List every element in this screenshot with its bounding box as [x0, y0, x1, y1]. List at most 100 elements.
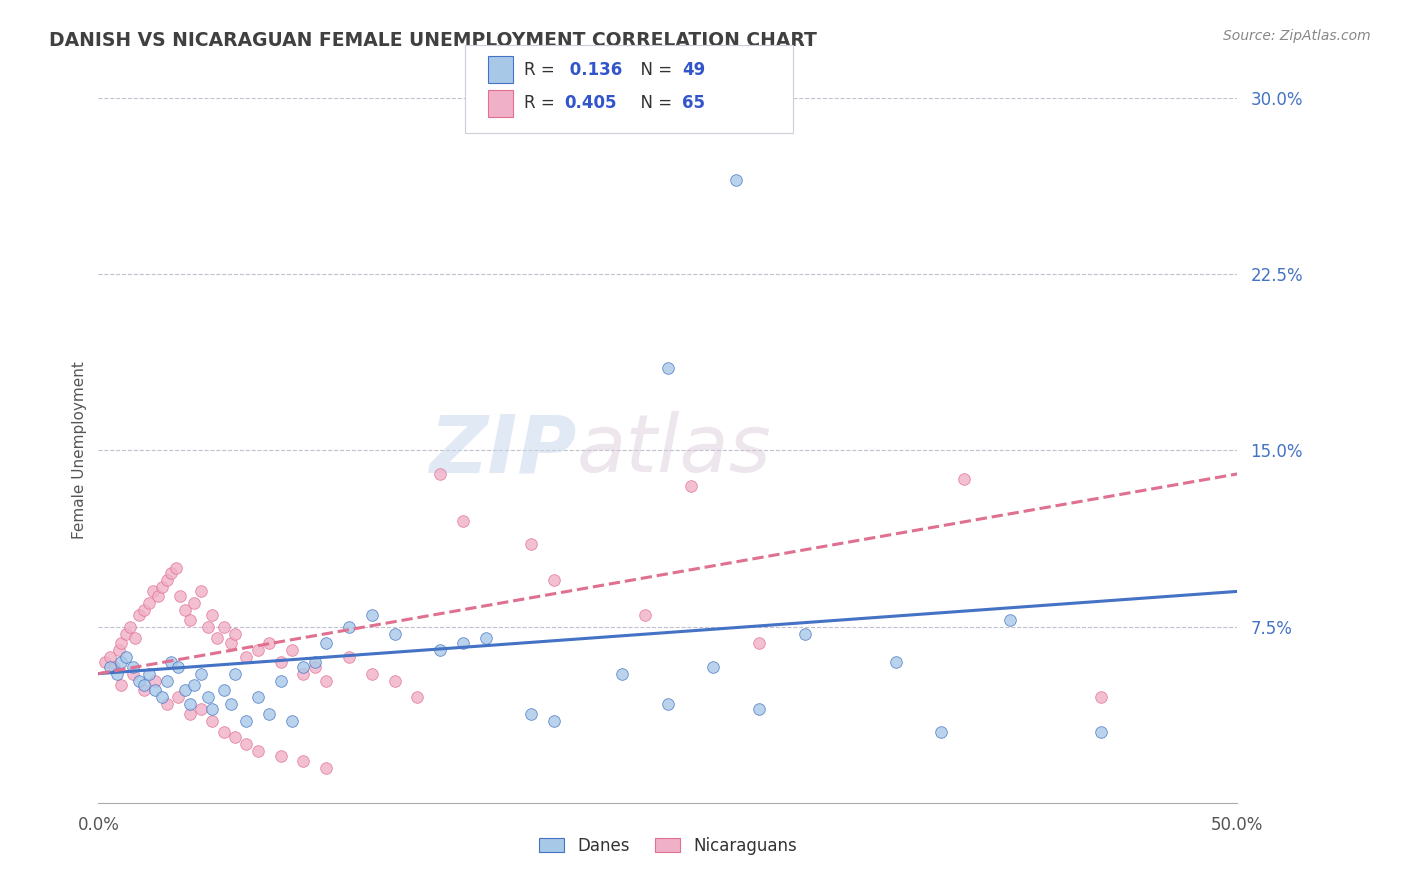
Point: [702, 659, 724, 673]
Text: R =: R =: [524, 95, 561, 112]
Point: [679, 478, 702, 492]
Point: [520, 706, 543, 721]
Point: [429, 643, 451, 657]
Point: [183, 596, 205, 610]
Y-axis label: Female Unemployment: Female Unemployment: [72, 361, 87, 540]
Point: [165, 561, 187, 575]
Point: [360, 607, 382, 622]
Point: [124, 632, 146, 646]
Point: [212, 683, 235, 698]
Point: [292, 666, 315, 681]
Point: [110, 678, 132, 692]
Point: [183, 678, 205, 692]
Point: [953, 472, 976, 486]
Point: [167, 690, 190, 705]
Point: [114, 650, 136, 665]
Point: [94, 655, 117, 669]
Point: [246, 690, 269, 705]
Point: [169, 589, 191, 603]
Point: [156, 697, 179, 711]
Point: [543, 573, 565, 587]
Point: [167, 659, 190, 673]
Point: [197, 619, 219, 633]
Point: [1090, 690, 1112, 705]
Point: [121, 659, 143, 673]
Text: 0.136: 0.136: [564, 61, 621, 78]
Point: [160, 566, 183, 580]
Point: [235, 714, 257, 728]
Point: [224, 626, 246, 640]
Point: [110, 636, 132, 650]
Point: [179, 706, 201, 721]
Point: [190, 584, 212, 599]
Point: [292, 659, 315, 673]
Point: [793, 626, 815, 640]
Point: [315, 673, 337, 688]
Point: [120, 619, 142, 633]
Point: [110, 655, 132, 669]
Text: Source: ZipAtlas.com: Source: ZipAtlas.com: [1223, 29, 1371, 43]
Point: [138, 596, 160, 610]
Point: [270, 748, 292, 763]
Point: [246, 643, 269, 657]
Point: [219, 636, 242, 650]
Point: [543, 714, 565, 728]
Point: [190, 702, 212, 716]
Point: [201, 714, 224, 728]
Point: [259, 706, 281, 721]
Point: [259, 636, 281, 650]
Text: R =: R =: [524, 61, 561, 78]
Point: [451, 514, 474, 528]
Point: [174, 683, 197, 698]
Point: [304, 659, 326, 673]
Point: [190, 666, 212, 681]
Point: [657, 697, 679, 711]
Point: [634, 607, 657, 622]
Point: [304, 655, 326, 669]
Point: [201, 607, 224, 622]
Point: [132, 683, 155, 698]
Point: [145, 683, 167, 698]
Point: [197, 690, 219, 705]
Point: [132, 603, 155, 617]
Point: [138, 666, 160, 681]
Point: [224, 730, 246, 744]
Point: [174, 603, 197, 617]
Point: [235, 650, 257, 665]
Text: DANISH VS NICARAGUAN FEMALE UNEMPLOYMENT CORRELATION CHART: DANISH VS NICARAGUAN FEMALE UNEMPLOYMENT…: [49, 31, 817, 50]
Point: [315, 760, 337, 774]
Point: [384, 626, 406, 640]
Point: [998, 613, 1021, 627]
Point: [384, 673, 406, 688]
Point: [103, 659, 125, 673]
Point: [142, 584, 165, 599]
Point: [108, 643, 131, 657]
Point: [884, 655, 907, 669]
Point: [132, 678, 155, 692]
Point: [281, 643, 304, 657]
Legend: Danes, Nicaraguans: Danes, Nicaraguans: [533, 830, 803, 862]
Text: 65: 65: [682, 95, 704, 112]
Text: 49: 49: [682, 61, 706, 78]
Point: [657, 361, 679, 376]
Point: [337, 650, 360, 665]
Point: [360, 666, 382, 681]
Text: ZIP: ZIP: [429, 411, 576, 490]
Point: [150, 580, 173, 594]
Point: [128, 673, 150, 688]
Text: N =: N =: [630, 95, 678, 112]
Point: [315, 636, 337, 650]
Text: N =: N =: [630, 61, 678, 78]
Point: [748, 636, 770, 650]
Point: [146, 589, 169, 603]
Point: [474, 632, 496, 646]
Text: atlas: atlas: [576, 411, 772, 490]
Point: [205, 632, 228, 646]
Point: [224, 666, 246, 681]
Point: [212, 725, 235, 739]
Point: [281, 714, 304, 728]
Text: 0.405: 0.405: [564, 95, 616, 112]
Point: [612, 666, 634, 681]
Point: [451, 636, 474, 650]
Point: [212, 619, 235, 633]
